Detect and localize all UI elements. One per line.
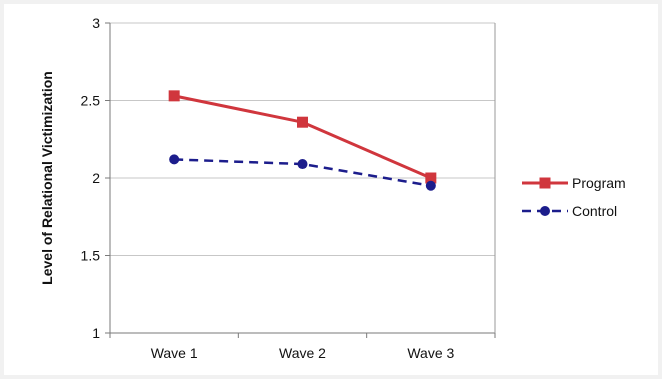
x-tick-label: Wave 1 <box>151 345 198 361</box>
y-tick-label: 1 <box>92 325 100 341</box>
legend-label: Control <box>572 203 617 219</box>
y-tick-label: 3 <box>92 15 100 31</box>
data-point-control <box>297 159 308 170</box>
data-point-program <box>168 90 180 102</box>
data-point-program <box>297 116 308 128</box>
y-axis-title: Level of Relational Victimization <box>39 71 55 285</box>
legend-marker <box>540 206 550 216</box>
legend-item-program: Program <box>522 175 626 191</box>
x-tick-label: Wave 2 <box>279 345 326 361</box>
series-layer <box>168 90 437 191</box>
legend: Program Control <box>522 175 626 219</box>
gridlines <box>110 22 495 334</box>
y-tick-label: 2.5 <box>81 93 101 109</box>
x-axis-ticks: Wave 1 Wave 2 Wave 3 <box>109 333 496 361</box>
y-tick-label: 1.5 <box>81 248 101 264</box>
legend-marker <box>539 177 551 189</box>
data-point-control <box>169 154 180 165</box>
data-point-program <box>425 172 437 184</box>
data-point-control <box>425 180 436 191</box>
y-tick-label: 2 <box>92 170 100 186</box>
legend-item-control: Control <box>522 203 617 219</box>
chart-card <box>4 4 658 375</box>
y-axis-ticks: 1 1.5 2 2.5 3 <box>81 15 110 341</box>
x-tick-label: Wave 3 <box>407 345 454 361</box>
legend-label: Program <box>572 175 626 191</box>
